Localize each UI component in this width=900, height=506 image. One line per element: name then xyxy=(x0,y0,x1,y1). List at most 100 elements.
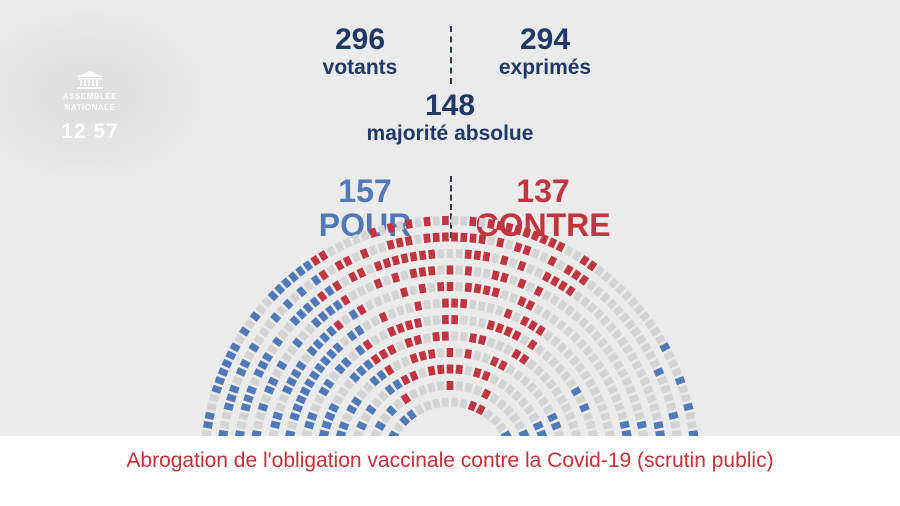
seat-empty xyxy=(505,364,516,376)
seat-contre xyxy=(378,311,389,323)
seat-empty xyxy=(556,319,567,331)
seat-pour xyxy=(223,402,235,412)
seat-contre xyxy=(413,317,423,329)
seat-empty xyxy=(508,275,518,286)
seat-empty xyxy=(610,393,622,404)
seat-pour xyxy=(399,415,411,427)
seat-pour xyxy=(384,384,396,396)
seat-empty xyxy=(478,217,486,228)
seat-empty xyxy=(670,420,681,429)
seat-contre xyxy=(418,350,428,361)
seat-empty xyxy=(593,394,605,405)
seat-empty xyxy=(511,390,523,402)
seat-pour xyxy=(324,285,335,297)
seat-empty xyxy=(504,239,514,251)
seat-empty xyxy=(365,263,375,275)
seat-empty xyxy=(201,430,212,438)
seat-pour xyxy=(304,420,315,430)
seat-empty xyxy=(665,402,677,412)
seat-contre xyxy=(423,233,431,244)
seat-empty xyxy=(437,249,445,259)
seat-pour xyxy=(621,429,632,438)
seat-contre xyxy=(491,270,500,281)
seat-empty xyxy=(494,340,505,352)
seat-empty xyxy=(486,303,495,314)
seat-empty xyxy=(283,322,295,333)
seat-contre xyxy=(348,271,358,283)
seat-pour xyxy=(547,412,558,423)
seat-empty xyxy=(541,308,552,321)
seat-empty xyxy=(261,296,273,308)
seat-empty xyxy=(563,245,574,257)
seat-contre xyxy=(404,320,414,331)
seat-empty xyxy=(579,296,591,308)
seat-contre xyxy=(496,237,505,248)
seat-empty xyxy=(502,405,515,417)
seat-contre xyxy=(432,331,440,342)
seat-empty xyxy=(393,422,405,433)
seat-contre xyxy=(399,287,409,298)
seat-empty xyxy=(370,315,381,327)
seat-empty xyxy=(356,285,367,297)
seat-pour xyxy=(356,420,368,431)
seat-empty xyxy=(249,376,261,387)
seat-contre xyxy=(519,315,530,327)
seat-contre xyxy=(496,220,505,231)
seat-empty xyxy=(622,344,634,355)
seat-empty xyxy=(555,259,566,271)
seat-empty xyxy=(556,299,568,311)
seat-contre xyxy=(446,265,454,275)
seat-empty xyxy=(455,348,463,358)
seat-pour xyxy=(270,420,281,430)
seat-pour xyxy=(248,342,260,353)
seat-empty xyxy=(334,241,345,253)
seat-empty xyxy=(602,344,614,356)
seat-empty xyxy=(614,283,626,295)
seat-empty xyxy=(390,289,400,301)
seat-empty xyxy=(271,368,283,379)
seat-empty xyxy=(342,237,353,249)
seat-contre xyxy=(362,339,373,351)
seat-empty xyxy=(523,404,535,415)
seat-empty xyxy=(253,334,265,346)
seat-contre xyxy=(409,251,418,262)
seat-pour xyxy=(332,342,344,354)
seat-contre xyxy=(555,241,566,253)
seat-contre xyxy=(332,280,343,292)
seat-empty xyxy=(278,393,290,404)
seat-pour xyxy=(374,420,386,431)
seat-pour xyxy=(328,402,340,413)
seat-pour xyxy=(323,378,335,389)
seat-contre xyxy=(446,282,454,291)
seat-pour xyxy=(290,368,302,379)
seat-empty xyxy=(644,318,656,330)
seat-empty xyxy=(208,393,220,403)
seat-empty xyxy=(368,244,378,256)
seat-contre xyxy=(511,329,522,342)
seat-pour xyxy=(653,421,664,430)
seat-contre xyxy=(386,326,397,337)
seat-pour xyxy=(636,420,647,430)
seat-contre xyxy=(400,393,412,405)
seat-contre xyxy=(384,364,395,376)
seat-contre xyxy=(409,353,419,364)
seat-contre xyxy=(382,257,392,269)
seat-empty xyxy=(680,393,692,403)
seat-pour xyxy=(251,430,262,438)
seat-empty xyxy=(423,316,432,327)
seat-empty xyxy=(687,420,697,429)
seat-contre xyxy=(497,360,508,372)
seat-pour xyxy=(349,371,361,383)
seat-contre xyxy=(340,294,351,306)
seat-empty xyxy=(400,270,409,281)
seat-empty xyxy=(371,397,383,408)
seat-contre xyxy=(530,230,541,242)
seat-empty xyxy=(525,281,536,293)
seat-pour xyxy=(271,336,284,348)
seat-contre xyxy=(423,216,431,227)
seat-contre xyxy=(404,219,413,229)
seat-contre xyxy=(541,271,552,283)
seat-empty xyxy=(418,367,428,379)
seat-contre xyxy=(522,244,532,256)
seat-empty xyxy=(602,421,613,430)
